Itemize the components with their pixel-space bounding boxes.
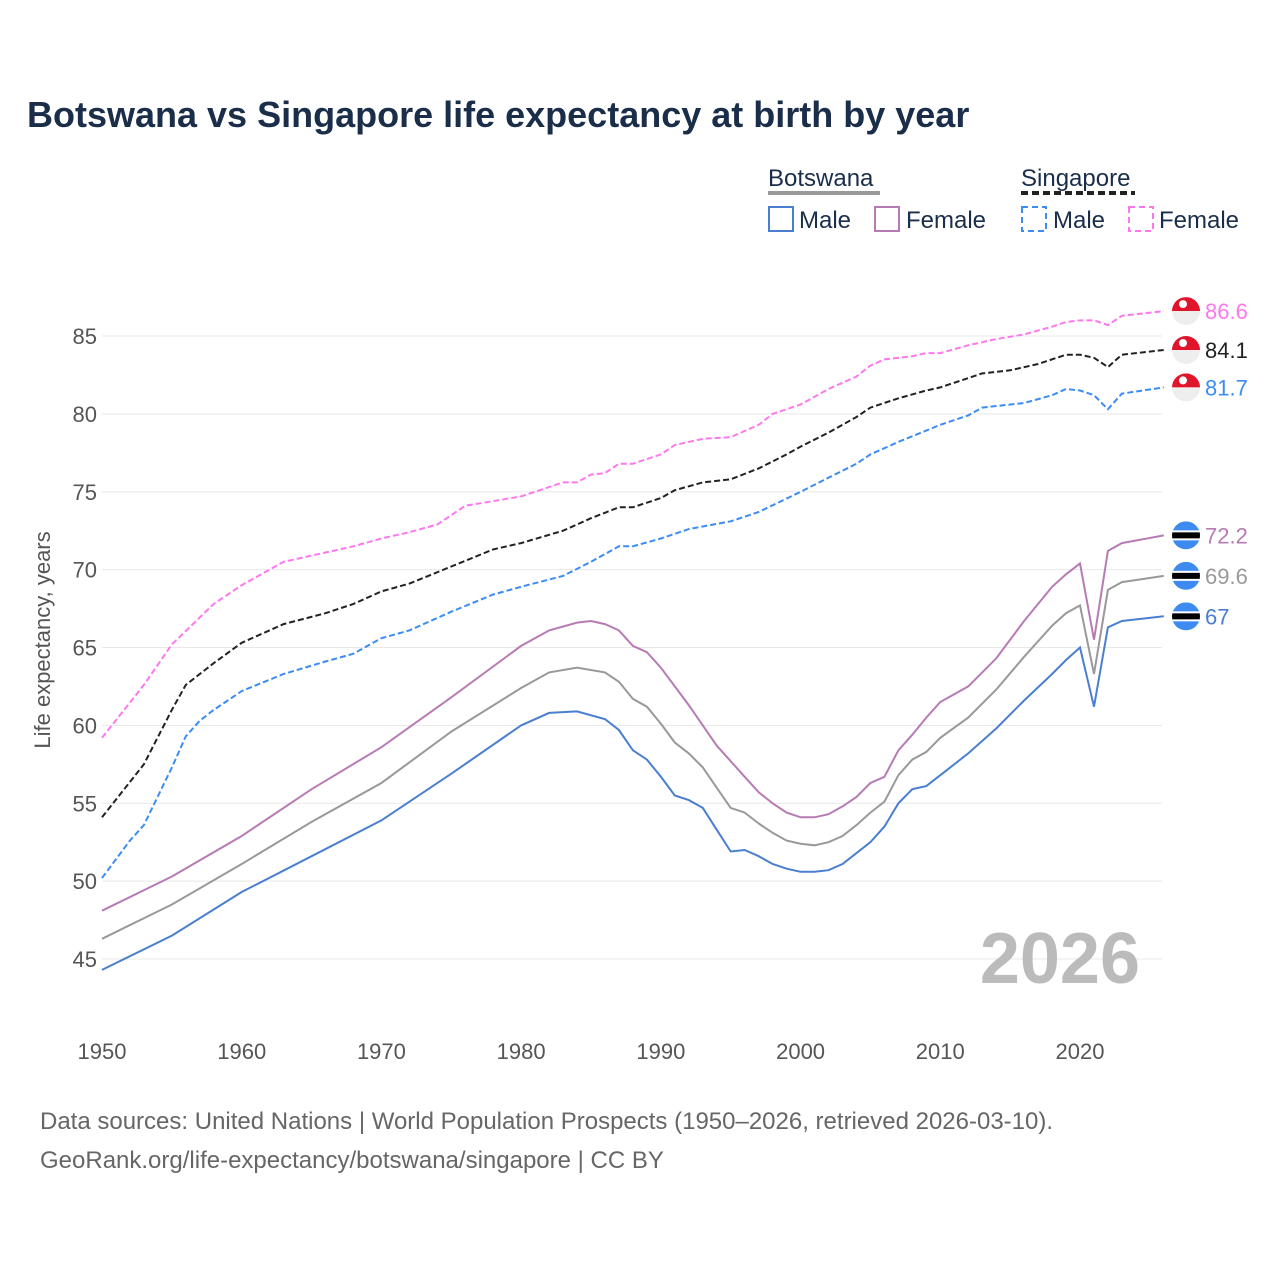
- footer-sources: Data sources: United Nations | World Pop…: [40, 1108, 1054, 1135]
- legend-group-singapore: Singapore: [1021, 165, 1130, 192]
- series-line-singapore: [101, 349, 1164, 818]
- x-tick-label: 1990: [636, 1039, 685, 1064]
- flag-red-band: [1172, 297, 1200, 312]
- y-tick-label: 75: [73, 480, 97, 505]
- legend-label-singapore-female: Female: [1159, 207, 1239, 234]
- flag-black-band: [1172, 613, 1200, 620]
- flag-black-band: [1172, 532, 1200, 539]
- series-line-singapore-female: [101, 310, 1164, 739]
- legend-swatch-botswana-female: [874, 206, 900, 232]
- flag-crescent: [1179, 300, 1187, 309]
- flag-white-stripes: [1172, 530, 1200, 541]
- x-tick-label: 2000: [776, 1039, 825, 1064]
- y-tick-label: 55: [73, 791, 97, 816]
- end-value-label: 84.1: [1205, 338, 1248, 363]
- botswana-flag-icon: [1172, 521, 1200, 550]
- flag-blue-field: [1172, 561, 1200, 590]
- end-value-label: 67: [1205, 604, 1229, 629]
- flag-crescent: [1179, 376, 1187, 385]
- y-tick-label: 50: [73, 869, 97, 894]
- end-value-label: 81.7: [1205, 375, 1248, 400]
- legend-group-botswana: Botswana: [768, 165, 874, 192]
- singapore-flag-icon: [1172, 336, 1200, 365]
- flag-white-band: [1172, 387, 1200, 402]
- botswana-flag-icon: [1172, 602, 1200, 631]
- y-tick-label: 45: [73, 947, 97, 972]
- legend-label-singapore-male: Male: [1053, 207, 1105, 234]
- y-tick-label: 80: [73, 402, 97, 427]
- flag-white-stripes: [1172, 570, 1200, 581]
- x-tick-label: 2010: [916, 1039, 965, 1064]
- x-tick-label: 2020: [1056, 1039, 1105, 1064]
- flag-red-band: [1172, 373, 1200, 388]
- botswana-flag-icon: [1172, 561, 1200, 590]
- end-value-label: 72.2: [1205, 523, 1248, 548]
- singapore-flag-icon: [1172, 373, 1200, 402]
- flag-white-band: [1172, 311, 1200, 326]
- y-tick-label: 60: [73, 713, 97, 738]
- x-tick-label: 1960: [217, 1039, 266, 1064]
- flag-crescent: [1179, 339, 1187, 348]
- end-value-label: 86.6: [1205, 299, 1248, 324]
- series-line-botswana-female: [101, 534, 1164, 912]
- flag-black-band: [1172, 572, 1200, 579]
- y-tick-label: 85: [73, 324, 97, 349]
- singapore-flag-icon: [1172, 297, 1200, 326]
- x-tick-label: 1980: [497, 1039, 546, 1064]
- footer-link[interactable]: GeoRank.org/life-expectancy/botswana/sin…: [40, 1147, 664, 1174]
- flag-blue-field: [1172, 602, 1200, 631]
- y-tick-label: 70: [73, 558, 97, 583]
- x-tick-label: 1970: [357, 1039, 406, 1064]
- legend-swatch-singapore-male: [1021, 206, 1047, 232]
- chart-title: Botswana vs Singapore life expectancy at…: [27, 94, 970, 135]
- flag-red-band: [1172, 336, 1200, 351]
- legend-swatch-botswana-male: [768, 206, 794, 232]
- y-tick-label: 65: [73, 636, 97, 661]
- series-line-botswana-male: [101, 615, 1164, 971]
- legend: Botswana Male Female Singapore Male Fema…: [768, 165, 1239, 234]
- series-line-singapore-male: [101, 386, 1164, 879]
- end-value-label: 69.6: [1205, 564, 1248, 589]
- flag-white-band: [1172, 350, 1200, 365]
- series-line-botswana: [101, 574, 1164, 940]
- x-tick-label: 1950: [78, 1039, 127, 1064]
- legend-label-botswana-female: Female: [906, 207, 986, 234]
- y-axis-label: Life expectancy, years: [30, 531, 55, 748]
- flag-white-stripes: [1172, 611, 1200, 622]
- flag-blue-field: [1172, 521, 1200, 550]
- legend-label-botswana-male: Male: [799, 207, 851, 234]
- legend-swatch-singapore-female: [1128, 206, 1154, 232]
- year-watermark: 2026: [980, 919, 1140, 999]
